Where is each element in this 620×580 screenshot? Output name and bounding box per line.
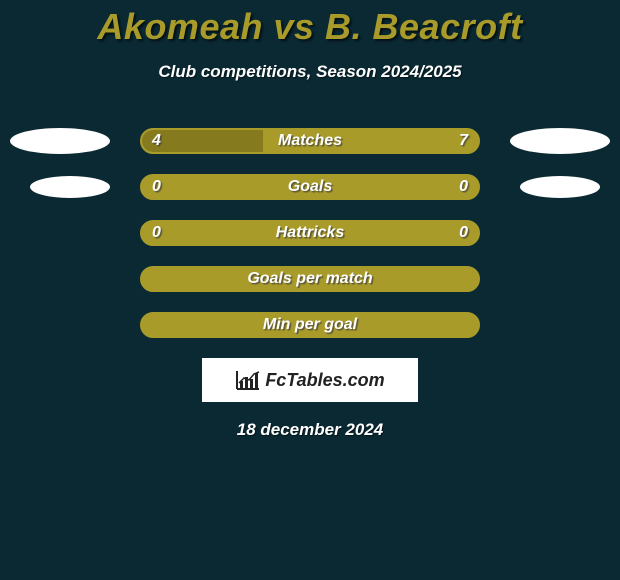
player-avatar-right xyxy=(520,176,600,198)
stat-row: 00Goals xyxy=(0,174,620,200)
stat-bar: 00Goals xyxy=(140,174,480,200)
page-title: Akomeah vs B. Beacroft xyxy=(0,6,620,48)
stat-row: Goals per match xyxy=(0,266,620,292)
stat-label: Goals xyxy=(142,176,478,198)
comparison-card: Akomeah vs B. Beacroft Club competitions… xyxy=(0,0,620,580)
stat-bar: 00Hattricks xyxy=(140,220,480,246)
stat-row: 47Matches xyxy=(0,128,620,154)
stat-bar: Goals per match xyxy=(140,266,480,292)
player-avatar-left xyxy=(30,176,110,198)
stat-label: Hattricks xyxy=(142,222,478,244)
stat-label: Min per goal xyxy=(142,314,478,336)
player-avatar-left xyxy=(10,128,110,154)
logo: FcTables.com xyxy=(235,369,384,391)
logo-box[interactable]: FcTables.com xyxy=(202,358,418,402)
subtitle: Club competitions, Season 2024/2025 xyxy=(0,62,620,82)
logo-text: FcTables.com xyxy=(265,370,384,391)
date-label: 18 december 2024 xyxy=(0,420,620,440)
bar-chart-icon xyxy=(235,369,261,391)
player-avatar-right xyxy=(510,128,610,154)
stat-label: Matches xyxy=(142,130,478,152)
stat-row: 00Hattricks xyxy=(0,220,620,246)
stat-rows: 47Matches 00Goals 00Hattricks Goals per mat… xyxy=(0,128,620,338)
stat-label: Goals per match xyxy=(142,268,478,290)
stat-bar: Min per goal xyxy=(140,312,480,338)
stat-row: Min per goal xyxy=(0,312,620,338)
stat-bar: 47Matches xyxy=(140,128,480,154)
